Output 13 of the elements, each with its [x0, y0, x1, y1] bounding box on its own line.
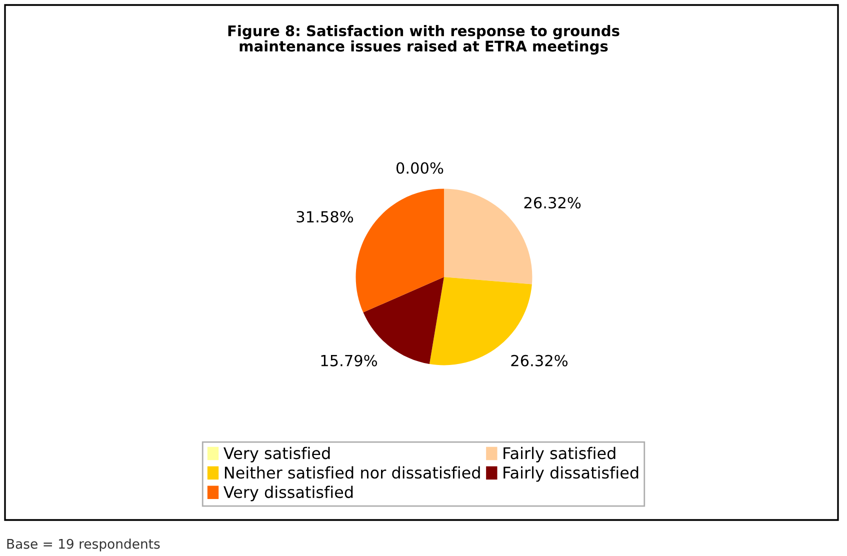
text: 0.00% — [396, 162, 444, 174]
data-label: 26.32% — [524, 196, 581, 209]
legend-label: Very satisfied — [224, 446, 330, 462]
legend-label: Fairly dissatisfied — [504, 466, 638, 482]
legend-label: Neither satisfied nor dissatisfied — [224, 466, 480, 479]
data-label: 26.32% — [511, 354, 568, 366]
chart-title: Figure 8: Satisfaction with response to grounds maintenance issues raised at ETRA meetings — [228, 25, 620, 55]
data-label: 15.79% — [321, 354, 378, 366]
legend-label: Very dissatisfied — [224, 486, 353, 502]
legend-label: Fairly satisfied — [504, 446, 616, 462]
data-label: 31.58% — [296, 210, 354, 223]
text: Base = 19 respondents — [7, 538, 160, 552]
pie-slice — [356, 188, 444, 312]
